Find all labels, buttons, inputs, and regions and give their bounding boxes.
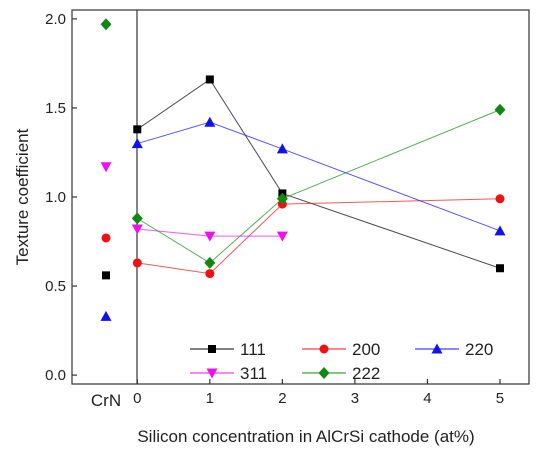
x-tick-label: 0	[133, 390, 141, 407]
legend-marker-222	[318, 367, 330, 379]
legend-label-200: 200	[352, 340, 380, 359]
x-tick-label: 2	[278, 390, 286, 407]
point-crn-111	[102, 271, 110, 280]
legend-label-220: 220	[465, 340, 493, 359]
point-111	[133, 125, 142, 134]
series-layer	[100, 18, 506, 321]
point-311	[204, 231, 216, 242]
point-220	[204, 116, 216, 127]
x-axis: CrN 0 1 2 3 4 5	[91, 379, 504, 410]
x-axis-title: Silicon concentration in AlCrSi cathode …	[137, 427, 474, 446]
y-axis: 0.0 0.5 1.0 1.5 2.0	[45, 11, 77, 384]
y-axis-title: Texture coefficient	[13, 128, 32, 265]
x-tick-label-reference: CrN	[91, 391, 121, 410]
series-line-111	[137, 78, 501, 269]
plot-frame	[71, 9, 530, 385]
point-220	[131, 138, 143, 149]
point-220	[276, 143, 288, 154]
x-tick-label: 5	[496, 390, 504, 407]
legend-label-222: 222	[352, 364, 380, 383]
legend-marker-311	[206, 368, 218, 379]
point-crn-222	[100, 18, 112, 31]
legend: 111 200 220 311 222	[190, 340, 493, 383]
legend-marker-220	[431, 343, 443, 354]
point-111	[495, 264, 504, 273]
point-222	[494, 103, 506, 116]
series-line-222	[137, 109, 501, 264]
y-tick-label: 2.0	[45, 11, 66, 28]
point-crn-220	[100, 310, 112, 321]
point-222	[204, 256, 216, 269]
legend-label-311: 311	[240, 364, 267, 383]
point-200	[495, 194, 505, 204]
point-311	[276, 231, 288, 242]
point-crn-200	[101, 233, 111, 243]
point-222	[276, 192, 288, 205]
legend-marker-200	[319, 344, 329, 354]
series-line-200	[137, 198, 500, 275]
y-tick-label: 1.5	[45, 100, 66, 117]
point-200	[205, 269, 215, 279]
x-tick-label: 3	[351, 390, 359, 407]
point-220	[494, 225, 506, 236]
series-line-220	[137, 121, 501, 232]
x-tick-label: 1	[206, 390, 214, 407]
y-tick-label: 0.5	[45, 278, 66, 295]
point-crn-311	[100, 162, 112, 173]
y-tick-label: 1.0	[45, 189, 66, 206]
legend-label-111: 111	[240, 340, 266, 359]
point-111	[205, 75, 214, 84]
point-311	[131, 224, 143, 235]
legend-marker-111	[208, 345, 216, 353]
x-tick-label: 4	[423, 390, 431, 407]
point-200	[132, 258, 142, 268]
y-tick-label: 0.0	[45, 367, 66, 384]
point-222	[131, 212, 143, 225]
